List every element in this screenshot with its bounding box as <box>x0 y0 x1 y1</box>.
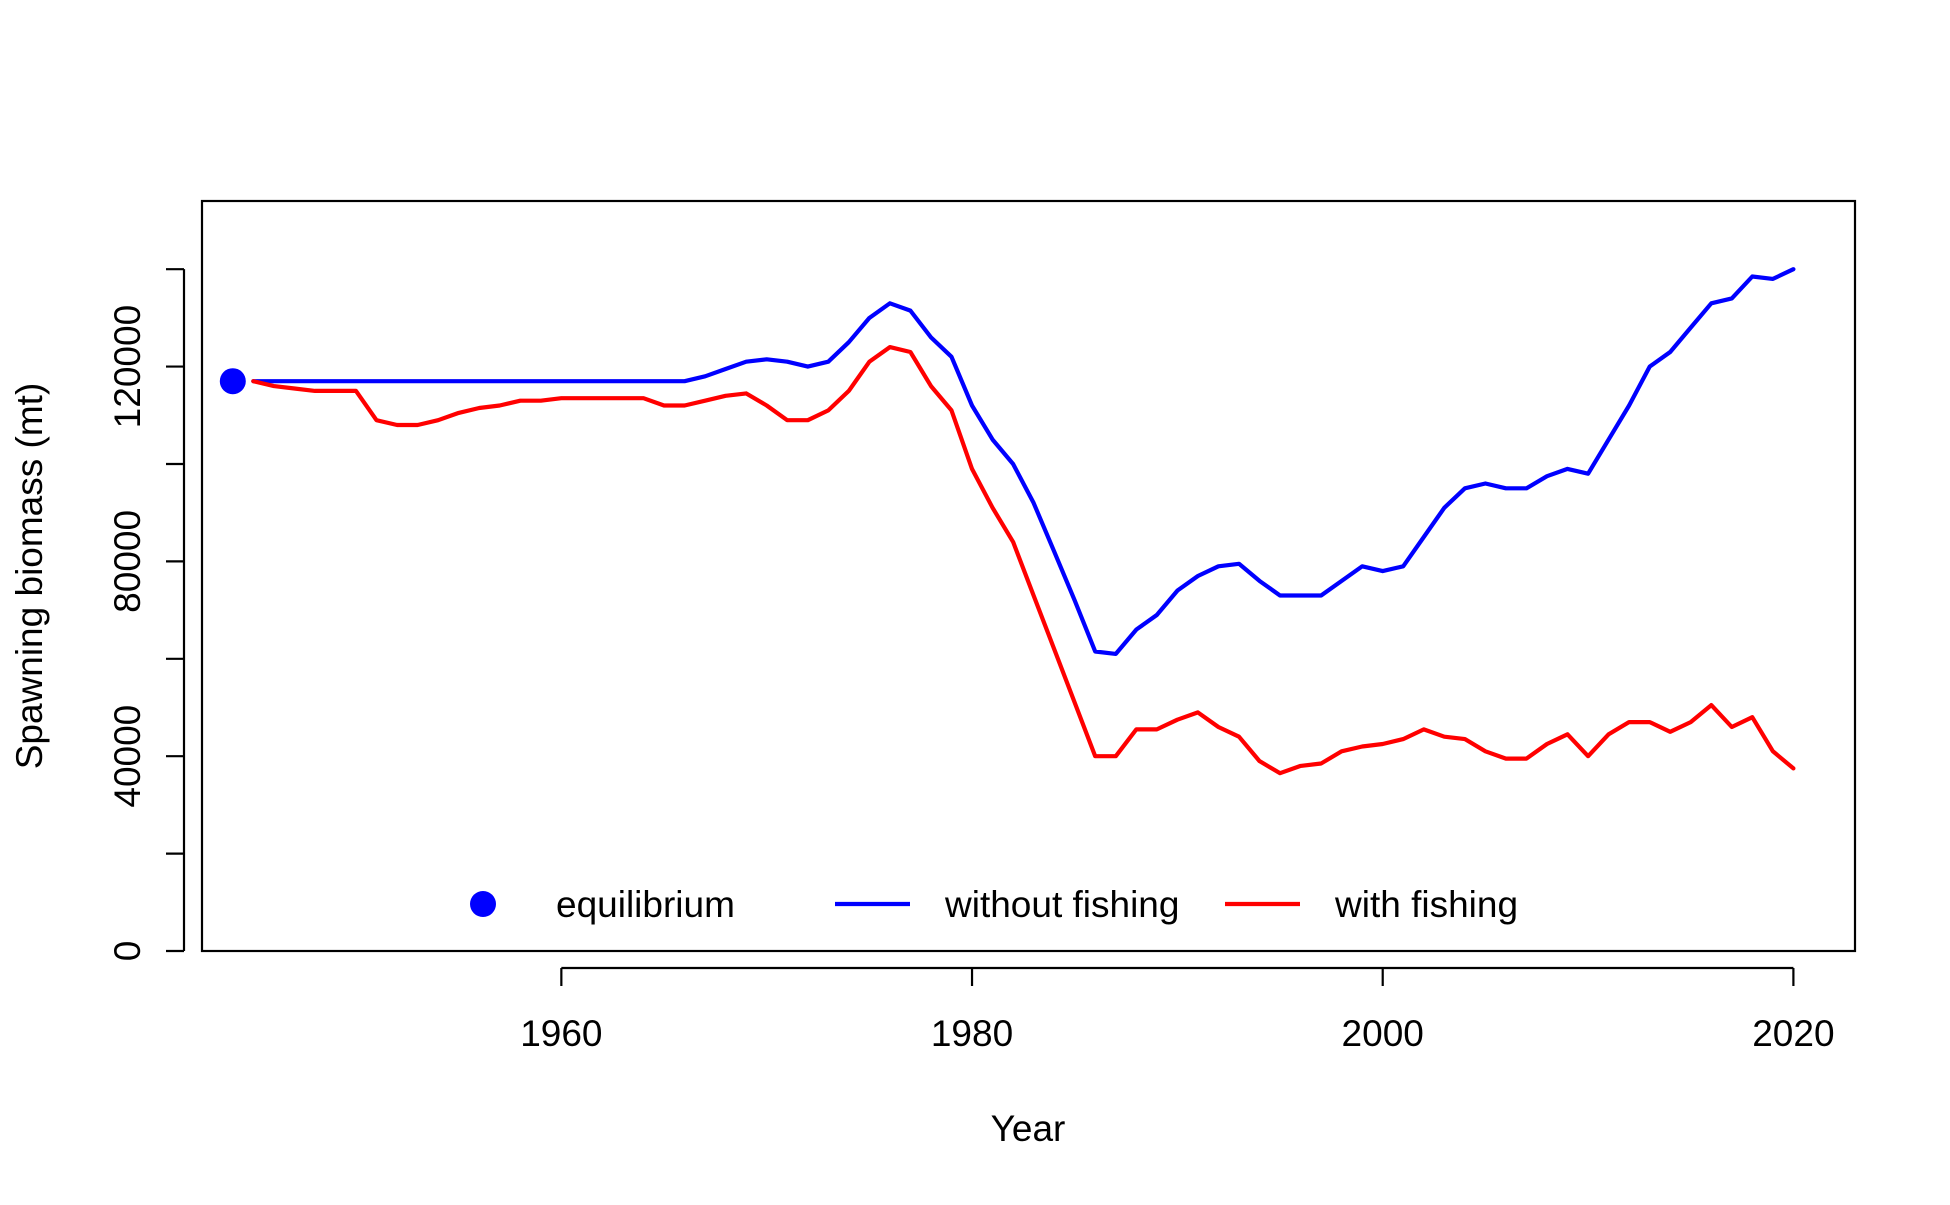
y-tick-label: 80000 <box>107 510 148 613</box>
x-tick-label: 2000 <box>1342 1013 1424 1054</box>
y-tick-label: 120000 <box>107 305 148 428</box>
legend-symbol-equilibrium <box>470 891 496 917</box>
plot-frame <box>200 199 1857 953</box>
y-axis-title: Spawning biomass (mt) <box>9 383 50 770</box>
equilibrium-point <box>219 368 246 395</box>
legend-label-with-fishing: with fishing <box>1334 884 1518 925</box>
y-tick-label: 0 <box>107 941 148 962</box>
legend-label-equilibrium: equilibrium <box>556 884 735 925</box>
x-tick-label: 1980 <box>931 1013 1013 1054</box>
series-line-with-fishing <box>251 345 1796 776</box>
y-tick-label: 40000 <box>107 705 148 808</box>
legend: equilibrium without fishing with fishing <box>470 884 1518 925</box>
x-tick-label: 1960 <box>520 1013 602 1054</box>
axes-layer: 1960 1980 2000 2020 0 40000 80000 120000 <box>107 268 1835 1054</box>
series-layer <box>219 267 1796 776</box>
series-line-without-fishing <box>251 267 1796 657</box>
legend-label-without-fishing: without fishing <box>944 884 1179 925</box>
x-axis-title: Year <box>991 1108 1066 1149</box>
x-tick-label: 2020 <box>1752 1013 1834 1054</box>
